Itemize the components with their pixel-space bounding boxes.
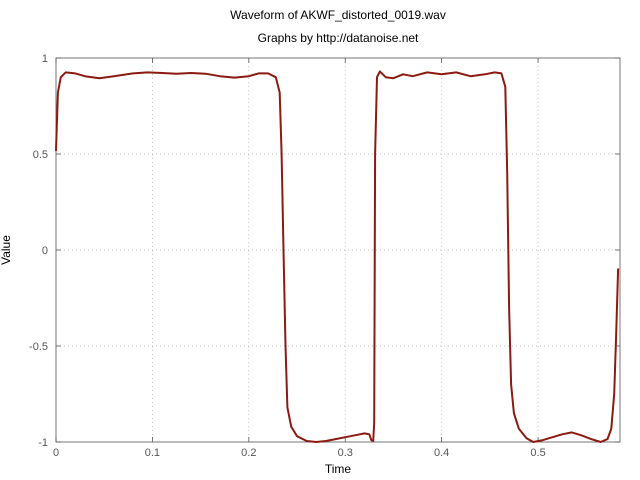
x-tick-label: 0.4 — [434, 447, 449, 459]
y-tick-label: -0.5 — [29, 341, 48, 353]
y-tick-label: 0 — [42, 245, 48, 257]
x-tick-label: 0.3 — [338, 447, 353, 459]
x-tick-label: 0.1 — [145, 447, 160, 459]
y-axis-label: Value — [0, 235, 13, 265]
waveform-line — [55, 70, 620, 443]
x-tick-label: 0 — [53, 447, 59, 459]
series-group — [55, 70, 620, 443]
x-tick-label: 0.5 — [530, 447, 545, 459]
axis-ticks: 0 0.1 0.2 0.3 0.4 0.5 1 0.5 0 -0.5 -1 — [29, 53, 620, 459]
y-tick-label: 0.5 — [33, 149, 48, 161]
chart-title: Waveform of AKWF_distorted_0019.wav — [230, 8, 446, 22]
x-tick-label: 0.2 — [241, 447, 256, 459]
chart-subtitle: Graphs by http://datanoise.net — [258, 31, 419, 45]
y-tick-label: -1 — [38, 437, 48, 449]
x-axis-label: Time — [325, 462, 352, 476]
grid-lines — [56, 58, 620, 442]
y-tick-label: 1 — [42, 53, 48, 65]
